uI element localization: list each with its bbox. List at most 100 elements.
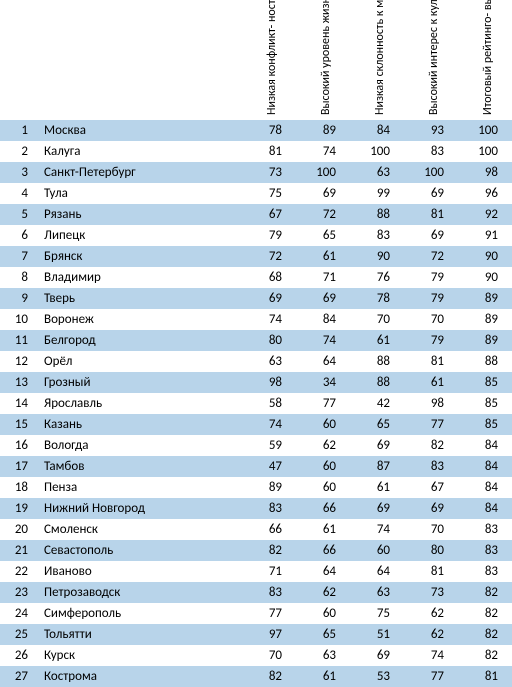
col-label: Низкая конфликт- ность экономиче- ских о… bbox=[265, 0, 279, 115]
table-row: 24Симферополь7760756282 bbox=[0, 603, 512, 624]
cell-value: 61 bbox=[296, 246, 350, 267]
cell-value: 89 bbox=[242, 477, 296, 498]
cell-value: 84 bbox=[350, 120, 404, 141]
cell-city: Курск bbox=[38, 645, 242, 666]
cell-rank: 25 bbox=[0, 624, 38, 645]
cell-value: 79 bbox=[404, 267, 458, 288]
cell-value: 82 bbox=[404, 435, 458, 456]
cell-value: 90 bbox=[350, 246, 404, 267]
cell-value: 74 bbox=[296, 141, 350, 162]
cell-value: 70 bbox=[404, 309, 458, 330]
cell-value: 63 bbox=[242, 351, 296, 372]
cell-value: 70 bbox=[242, 645, 296, 666]
cell-rank: 20 bbox=[0, 519, 38, 540]
cell-value: 72 bbox=[404, 246, 458, 267]
table-row: 3Санкт-Петербург731006310098 bbox=[0, 162, 512, 183]
cell-value: 77 bbox=[404, 414, 458, 435]
cell-value: 66 bbox=[296, 540, 350, 561]
cell-city: Тольятти bbox=[38, 624, 242, 645]
cell-rank: 24 bbox=[0, 603, 38, 624]
cell-value: 91 bbox=[458, 225, 512, 246]
cell-city: Смоленск bbox=[38, 519, 242, 540]
cell-value: 84 bbox=[458, 498, 512, 519]
header-row: Низкая конфликт- ность экономиче- ских о… bbox=[0, 0, 512, 120]
cell-value: 61 bbox=[350, 477, 404, 498]
cell-value: 97 bbox=[242, 624, 296, 645]
cell-value: 90 bbox=[458, 267, 512, 288]
cell-value: 89 bbox=[458, 330, 512, 351]
col-label: Итоговый рейтинго- вый балл bbox=[481, 0, 495, 115]
cell-value: 87 bbox=[350, 456, 404, 477]
cell-value: 100 bbox=[350, 141, 404, 162]
cell-value: 77 bbox=[404, 666, 458, 687]
cell-city: Москва bbox=[38, 120, 242, 141]
cell-value: 61 bbox=[296, 519, 350, 540]
cell-value: 73 bbox=[242, 162, 296, 183]
cell-city: Брянск bbox=[38, 246, 242, 267]
cell-value: 42 bbox=[350, 393, 404, 414]
cell-city: Ярославль bbox=[38, 393, 242, 414]
cell-value: 76 bbox=[350, 267, 404, 288]
cell-city: Тверь bbox=[38, 288, 242, 309]
table-row: 6Липецк7965836991 bbox=[0, 225, 512, 246]
col-conflict: Низкая конфликт- ность экономиче- ских о… bbox=[242, 0, 296, 120]
cell-rank: 15 bbox=[0, 414, 38, 435]
cell-city: Кострома bbox=[38, 666, 242, 687]
cell-value: 82 bbox=[458, 645, 512, 666]
cell-value: 88 bbox=[350, 372, 404, 393]
cell-rank: 16 bbox=[0, 435, 38, 456]
cell-value: 53 bbox=[350, 666, 404, 687]
cell-value: 80 bbox=[404, 540, 458, 561]
cell-value: 73 bbox=[404, 582, 458, 603]
cell-value: 66 bbox=[296, 498, 350, 519]
cell-value: 96 bbox=[458, 183, 512, 204]
table-row: 18Пенза8960616784 bbox=[0, 477, 512, 498]
col-label: Высокий уровень жизни bbox=[319, 0, 333, 115]
cell-value: 65 bbox=[296, 624, 350, 645]
cell-value: 51 bbox=[350, 624, 404, 645]
cell-value: 100 bbox=[296, 162, 350, 183]
cell-city: Санкт-Петербург bbox=[38, 162, 242, 183]
cell-value: 70 bbox=[350, 309, 404, 330]
col-city bbox=[38, 0, 242, 120]
cell-value: 62 bbox=[296, 435, 350, 456]
cell-value: 68 bbox=[242, 267, 296, 288]
cell-value: 84 bbox=[458, 435, 512, 456]
cell-rank: 10 bbox=[0, 309, 38, 330]
cell-value: 81 bbox=[404, 204, 458, 225]
cell-value: 98 bbox=[242, 372, 296, 393]
cell-value: 71 bbox=[242, 561, 296, 582]
cell-value: 62 bbox=[296, 582, 350, 603]
cell-value: 88 bbox=[350, 204, 404, 225]
cell-value: 47 bbox=[242, 456, 296, 477]
cell-value: 100 bbox=[458, 141, 512, 162]
rating-table: Низкая конфликт- ность экономиче- ских о… bbox=[0, 0, 512, 687]
cell-rank: 18 bbox=[0, 477, 38, 498]
cell-value: 85 bbox=[458, 372, 512, 393]
cell-city: Грозный bbox=[38, 372, 242, 393]
cell-value: 61 bbox=[404, 372, 458, 393]
table-row: 8Владимир6871767990 bbox=[0, 267, 512, 288]
cell-city: Белгород bbox=[38, 330, 242, 351]
cell-value: 78 bbox=[350, 288, 404, 309]
table-row: 19Нижний Новгород8366696984 bbox=[0, 498, 512, 519]
cell-rank: 7 bbox=[0, 246, 38, 267]
cell-value: 100 bbox=[404, 162, 458, 183]
col-migration: Низкая склонность к миграции bbox=[350, 0, 404, 120]
cell-value: 77 bbox=[242, 603, 296, 624]
cell-value: 69 bbox=[404, 183, 458, 204]
table-row: 16Вологда5962698284 bbox=[0, 435, 512, 456]
cell-value: 82 bbox=[458, 603, 512, 624]
cell-city: Калуга bbox=[38, 141, 242, 162]
cell-city: Воронеж bbox=[38, 309, 242, 330]
cell-value: 60 bbox=[350, 540, 404, 561]
cell-city: Орёл bbox=[38, 351, 242, 372]
cell-value: 71 bbox=[296, 267, 350, 288]
cell-rank: 22 bbox=[0, 561, 38, 582]
col-rank bbox=[0, 0, 38, 120]
cell-value: 83 bbox=[404, 456, 458, 477]
cell-value: 69 bbox=[350, 435, 404, 456]
cell-city: Пенза bbox=[38, 477, 242, 498]
cell-value: 93 bbox=[404, 120, 458, 141]
table-row: 21Севастополь8266608083 bbox=[0, 540, 512, 561]
